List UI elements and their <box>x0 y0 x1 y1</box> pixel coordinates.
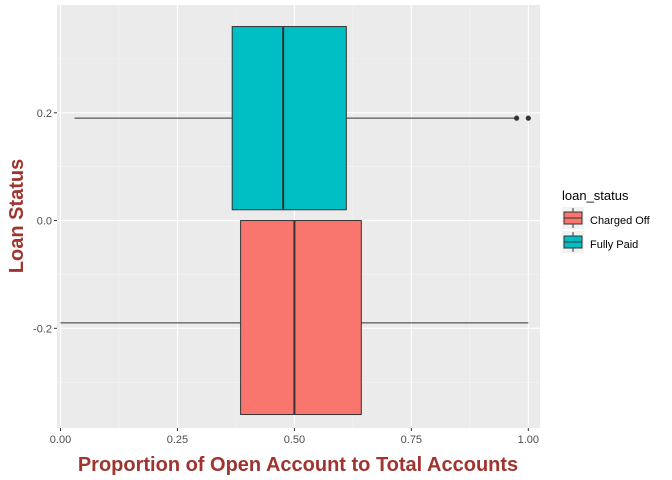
legend-label-charged-off: Charged Off <box>590 215 651 227</box>
x-tick-label: 1.00 <box>518 434 539 446</box>
legend-label-fully-paid: Fully Paid <box>590 239 638 251</box>
x-tick-label: 0.25 <box>167 434 188 446</box>
outlier-fully-paid <box>514 115 520 121</box>
boxes <box>60 26 531 416</box>
y-tick-label: 0.2 <box>37 108 52 120</box>
y-axis-title: Loan Status <box>6 159 28 273</box>
legend-title: loan_status <box>562 188 629 203</box>
outlier-fully-paid <box>525 115 531 121</box>
x-axis-title: Proportion of Open Account to Total Acco… <box>78 454 518 476</box>
x-tick-label: 0.00 <box>50 434 71 446</box>
x-axis-ticks: 0.00 0.25 0.50 0.75 1.00 <box>50 428 539 446</box>
y-axis-ticks: -0.2 0.0 0.2 <box>33 108 57 335</box>
legend-keys <box>562 207 584 253</box>
y-tick-label: 0.0 <box>37 216 52 228</box>
y-tick-label: -0.2 <box>33 323 52 335</box>
box-fully-paid <box>231 26 347 211</box>
x-tick-label: 0.75 <box>401 434 422 446</box>
box-charged-off <box>240 220 362 416</box>
x-tick-label: 0.50 <box>284 434 305 446</box>
legend: loan_status Charged Off Fully Paid <box>562 188 651 253</box>
